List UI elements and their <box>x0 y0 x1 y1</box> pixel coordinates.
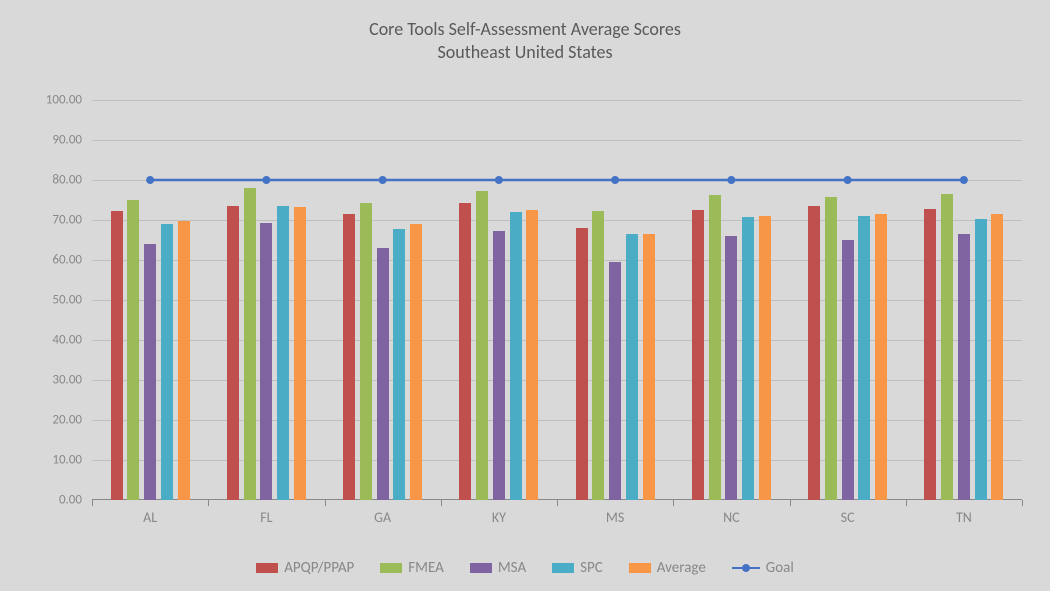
y-tick-label: 10.00 <box>12 453 82 468</box>
legend-swatch <box>470 563 492 573</box>
chart-container: Core Tools Self-Assessment Average Score… <box>0 0 1050 591</box>
legend-item: MSA <box>470 559 526 577</box>
legend-swatch <box>552 563 574 573</box>
y-tick-label: 20.00 <box>12 413 82 428</box>
x-tick <box>790 500 791 506</box>
x-tick <box>906 500 907 506</box>
y-tick-label: 70.00 <box>12 213 82 228</box>
legend-label: APQP/PPAP <box>284 559 354 577</box>
chart-title: Core Tools Self-Assessment Average Score… <box>0 0 1050 63</box>
y-tick-label: 30.00 <box>12 373 82 388</box>
legend-label: Average <box>657 559 706 577</box>
legend-item-goal: Goal <box>732 559 794 577</box>
plot-area: 0.0010.0020.0030.0040.0050.0060.0070.008… <box>92 100 1022 500</box>
x-tick <box>673 500 674 506</box>
y-tick-label: 50.00 <box>12 293 82 308</box>
x-tick <box>208 500 209 506</box>
legend-label: Goal <box>766 559 794 577</box>
legend-item: APQP/PPAP <box>256 559 354 577</box>
y-tick-label: 90.00 <box>12 133 82 148</box>
x-tick <box>441 500 442 506</box>
legend-item: SPC <box>552 559 603 577</box>
x-category-label: KY <box>492 509 506 526</box>
x-tick <box>557 500 558 506</box>
legend: APQP/PPAP FMEA MSA SPC Average Goal <box>0 559 1050 577</box>
x-category-label: MS <box>606 509 624 526</box>
x-tick <box>1022 500 1023 506</box>
y-tick-label: 60.00 <box>12 253 82 268</box>
legend-swatch <box>380 563 402 573</box>
legend-swatch <box>629 563 651 573</box>
x-category-label: GA <box>374 509 391 526</box>
y-tick-label: 0.00 <box>12 493 82 508</box>
y-tick-label: 100.00 <box>12 93 82 108</box>
legend-goal-swatch <box>732 562 760 574</box>
title-line-1: Core Tools Self-Assessment Average Score… <box>0 18 1050 41</box>
legend-swatch <box>256 563 278 573</box>
legend-label: FMEA <box>408 559 444 577</box>
legend-item: Average <box>629 559 706 577</box>
x-category-label: AL <box>143 509 157 526</box>
title-line-2: Southeast United States <box>0 41 1050 64</box>
x-category-label: FL <box>260 509 272 526</box>
x-category-label: SC <box>841 509 855 526</box>
y-tick-label: 40.00 <box>12 333 82 348</box>
x-category-label: TN <box>956 509 972 526</box>
x-tick <box>325 500 326 506</box>
goal-line <box>92 100 1022 500</box>
x-tick <box>92 500 93 506</box>
x-category-label: NC <box>723 509 740 526</box>
legend-label: MSA <box>498 559 526 577</box>
y-tick-label: 80.00 <box>12 173 82 188</box>
legend-item: FMEA <box>380 559 444 577</box>
legend-label: SPC <box>580 559 603 577</box>
